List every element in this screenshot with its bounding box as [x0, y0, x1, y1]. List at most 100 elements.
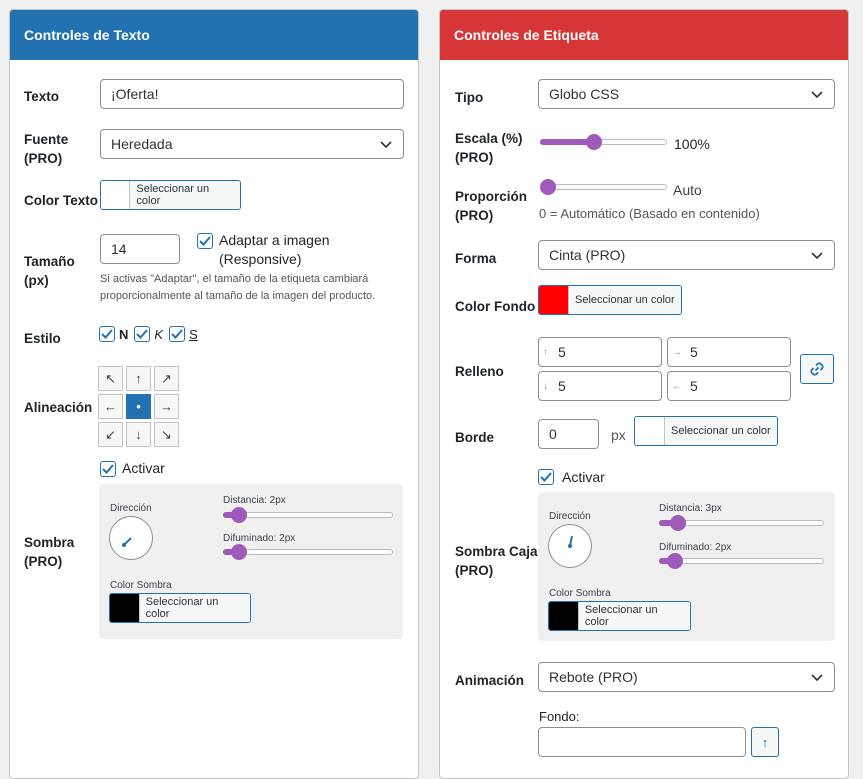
- borde-input[interactable]: 0: [538, 419, 599, 449]
- sombra-color-label: Color Sombra: [110, 580, 172, 591]
- tipo-select[interactable]: Globo CSS: [538, 79, 835, 109]
- align-bottom-right-button[interactable]: ↘: [154, 422, 179, 447]
- check-icon: [171, 329, 183, 339]
- sombra-caja-color-button[interactable]: Seleccionar un color: [548, 601, 691, 631]
- align-left-button[interactable]: ←: [98, 394, 123, 419]
- align-bottom-button[interactable]: ↓: [126, 422, 151, 447]
- relleno-label: Relleno: [455, 364, 504, 379]
- upload-button[interactable]: ↑: [751, 727, 779, 757]
- borde-unit: px: [611, 427, 626, 443]
- underline-label: S: [189, 326, 198, 342]
- italic-checkbox[interactable]: [134, 326, 151, 342]
- arrow-up-icon: ↑: [543, 346, 548, 358]
- check-icon: [136, 329, 149, 339]
- sombra-activar-label: Activar: [122, 460, 165, 476]
- check-icon: [199, 236, 211, 246]
- color-texto-button[interactable]: Seleccionar un color: [100, 180, 241, 210]
- sombra-caja-distancia-slider[interactable]: [659, 515, 824, 531]
- sombra-caja-distancia-label: Distancia: 3px: [659, 503, 722, 514]
- sombra-caja-direccion-label: Dirección: [549, 511, 591, 522]
- sombra-distancia-slider[interactable]: [223, 507, 393, 523]
- relleno-bottom-input[interactable]: ↓ 5: [538, 371, 662, 401]
- underline-checkbox[interactable]: [169, 326, 186, 342]
- align-top-left-button[interactable]: ↖: [98, 366, 123, 391]
- relleno-right-input[interactable]: → 5: [667, 337, 791, 367]
- italic-label: K: [154, 326, 164, 342]
- fuente-value: Heredada: [111, 136, 173, 152]
- sombra-color-button[interactable]: Seleccionar un color: [109, 593, 251, 623]
- fuente-label: Fuente (PRO): [24, 132, 69, 166]
- relleno-left-input[interactable]: ← 5: [667, 371, 791, 401]
- color-fondo-button-label: Seleccionar un color: [569, 286, 681, 314]
- sombra-direction-dial[interactable]: [109, 516, 153, 560]
- align-center-button[interactable]: •: [126, 394, 151, 419]
- tamano-input[interactable]: 14: [100, 234, 180, 264]
- dial-needle-icon: [122, 537, 132, 547]
- tamano-label: Tamaño (px): [24, 254, 75, 288]
- color-texto-button-label: Seleccionar un color: [130, 181, 240, 209]
- sombra-activar-checkbox[interactable]: [100, 461, 116, 477]
- relleno-top-input[interactable]: ↑ 5: [538, 337, 662, 367]
- bold-label: N: [119, 326, 129, 342]
- sombra-caja-difuminado-slider[interactable]: [659, 553, 824, 569]
- estilo-options: N K S: [99, 326, 198, 342]
- relleno-right-value: 5: [690, 344, 698, 360]
- texto-input[interactable]: ¡Oferta!: [100, 79, 404, 109]
- sombra-caja-activar-label: Activar: [562, 469, 605, 485]
- relleno-bottom-value: 5: [558, 378, 566, 394]
- fondo-label: Fondo:: [539, 709, 580, 724]
- borde-color-swatch: [635, 417, 665, 445]
- adaptar-checkbox[interactable]: [197, 233, 213, 249]
- escala-slider[interactable]: [540, 134, 667, 150]
- forma-label: Forma: [455, 251, 497, 266]
- sombra-caja-direction-dial[interactable]: [548, 524, 592, 568]
- forma-value: Cinta (PRO): [549, 247, 626, 263]
- borde-color-button-label: Seleccionar un color: [665, 417, 777, 445]
- sombra-difuminado-slider[interactable]: [223, 544, 393, 560]
- fuente-select[interactable]: Heredada: [100, 129, 404, 159]
- borde-label: Borde: [455, 430, 495, 445]
- upload-icon: ↑: [761, 734, 769, 750]
- link-padding-button[interactable]: [800, 354, 834, 384]
- sombra-caja-color-swatch: [549, 602, 579, 630]
- align-bottom-left-button[interactable]: ↙: [98, 422, 123, 447]
- fondo-input[interactable]: [538, 727, 746, 757]
- escala-label: Escala (%) (PRO): [455, 131, 523, 165]
- alignment-grid: ↖ ↑ ↗ ← • → ↙ ↓ ↘: [98, 366, 179, 447]
- animacion-label: Animación: [455, 673, 525, 688]
- arrow-left-icon: ←: [672, 380, 682, 392]
- proporcion-label: Proporción (PRO): [455, 189, 528, 223]
- tipo-label: Tipo: [455, 90, 484, 105]
- color-texto-swatch: [101, 181, 131, 209]
- align-top-button[interactable]: ↑: [126, 366, 151, 391]
- sombra-difuminado-label: Difuminado: 2px: [223, 533, 296, 544]
- chevron-down-icon: [811, 674, 823, 682]
- color-fondo-label: Color Fondo: [455, 299, 536, 314]
- sombra-caja-activar-checkbox[interactable]: [538, 469, 554, 485]
- tamano-help-text: Si activas "Adaptar", el tamaño de la et…: [100, 273, 376, 302]
- chevron-down-icon: [811, 91, 823, 99]
- arrow-right-icon: →: [672, 346, 682, 358]
- color-fondo-button[interactable]: Seleccionar un color: [538, 285, 682, 315]
- check-icon: [101, 329, 113, 339]
- sombra-direccion-label: Dirección: [110, 503, 152, 514]
- proporcion-help-text: 0 = Automático (Basado en contenido): [539, 206, 760, 221]
- check-icon: [540, 472, 552, 482]
- proporcion-slider[interactable]: [540, 179, 667, 195]
- animacion-select[interactable]: Rebote (PRO): [538, 662, 835, 692]
- proporcion-value: Auto: [673, 182, 702, 198]
- relleno-top-value: 5: [558, 344, 566, 360]
- borde-color-button[interactable]: Seleccionar un color: [634, 416, 778, 446]
- dial-needle-icon: [568, 535, 573, 548]
- adaptar-label: Adaptar a imagen (Responsive): [219, 232, 330, 267]
- estilo-label: Estilo: [24, 331, 61, 346]
- link-icon: [810, 362, 824, 376]
- forma-select[interactable]: Cinta (PRO): [538, 240, 835, 270]
- sombra-label: Sombra (PRO): [24, 535, 75, 569]
- align-right-button[interactable]: →: [154, 394, 179, 419]
- sombra-caja-color-label: Color Sombra: [549, 588, 611, 599]
- sombra-caja-color-button-label: Seleccionar un color: [578, 602, 690, 630]
- sombra-caja-label: Sombra Caja (PRO): [455, 544, 538, 578]
- bold-checkbox[interactable]: [99, 326, 115, 342]
- align-top-right-button[interactable]: ↗: [154, 366, 179, 391]
